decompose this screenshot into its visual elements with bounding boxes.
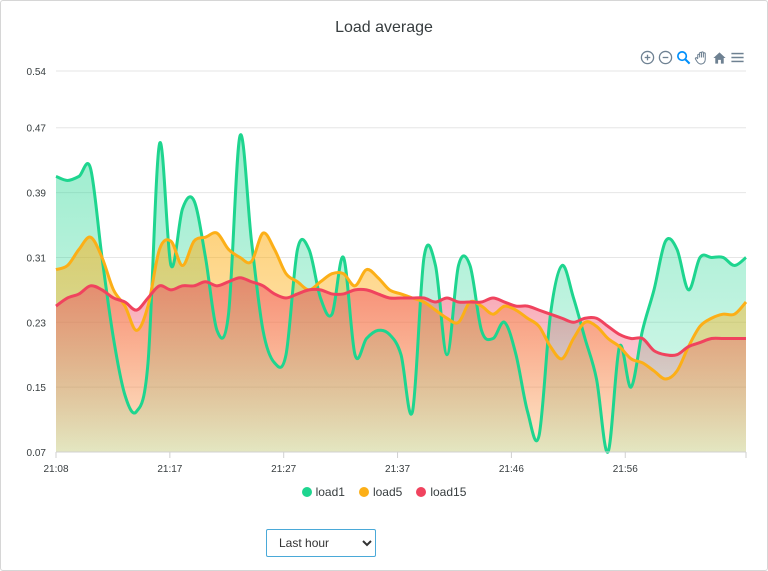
x-tick-label: 21:17 xyxy=(157,464,182,475)
x-tick-label: 21:56 xyxy=(613,464,638,475)
legend-label: load15 xyxy=(430,485,467,499)
chart-toolbar xyxy=(640,49,745,65)
chart-title: Load average xyxy=(335,19,433,36)
legend-label: load1 xyxy=(315,485,345,499)
menu-icon[interactable] xyxy=(730,50,745,65)
x-tick-label: 21:37 xyxy=(385,464,410,475)
zoom-in-icon[interactable] xyxy=(640,50,655,65)
series-line-load5[interactable] xyxy=(55,231,748,381)
chart-legend: load1 load5 load15 xyxy=(0,485,768,499)
y-tick-label: 0.39 xyxy=(27,189,47,200)
legend-item-load5[interactable]: load5 xyxy=(358,485,403,499)
y-tick-label: 0.07 xyxy=(27,448,47,459)
legend-item-load1[interactable]: load1 xyxy=(301,485,345,499)
pan-hand-icon[interactable] xyxy=(694,50,709,65)
series-area-load15 xyxy=(56,277,746,452)
home-icon[interactable] xyxy=(712,50,727,65)
y-tick-label: 0.31 xyxy=(27,253,47,264)
y-tick-label: 0.47 xyxy=(27,124,47,135)
y-tick-label: 0.15 xyxy=(27,383,47,394)
y-tick-label: 0.23 xyxy=(27,318,47,329)
zoom-out-icon[interactable] xyxy=(658,50,673,65)
series-line-load15[interactable] xyxy=(55,276,746,357)
load-average-chart: 0.54 0.47 0.39 0.31 0.23 0.15 0.07 21:08 21:17 21… xyxy=(27,67,748,475)
magnifier-icon[interactable] xyxy=(676,50,691,65)
legend-label: load5 xyxy=(372,485,403,499)
legend-marker xyxy=(416,487,427,497)
x-tick-label: 21:46 xyxy=(499,464,524,475)
legend-item-load15[interactable]: load15 xyxy=(416,485,466,499)
x-tick-label: 21:08 xyxy=(43,464,68,475)
legend-marker xyxy=(358,487,369,497)
series-lines xyxy=(55,133,748,454)
legend-marker xyxy=(301,487,312,497)
x-tick-label: 21:27 xyxy=(271,464,296,475)
y-tick-label: 0.54 xyxy=(27,67,47,78)
time-range-select[interactable]: Last hour xyxy=(266,529,376,557)
axes: 0.54 0.47 0.39 0.31 0.23 0.15 0.07 21:08 21:17 21… xyxy=(27,67,747,475)
